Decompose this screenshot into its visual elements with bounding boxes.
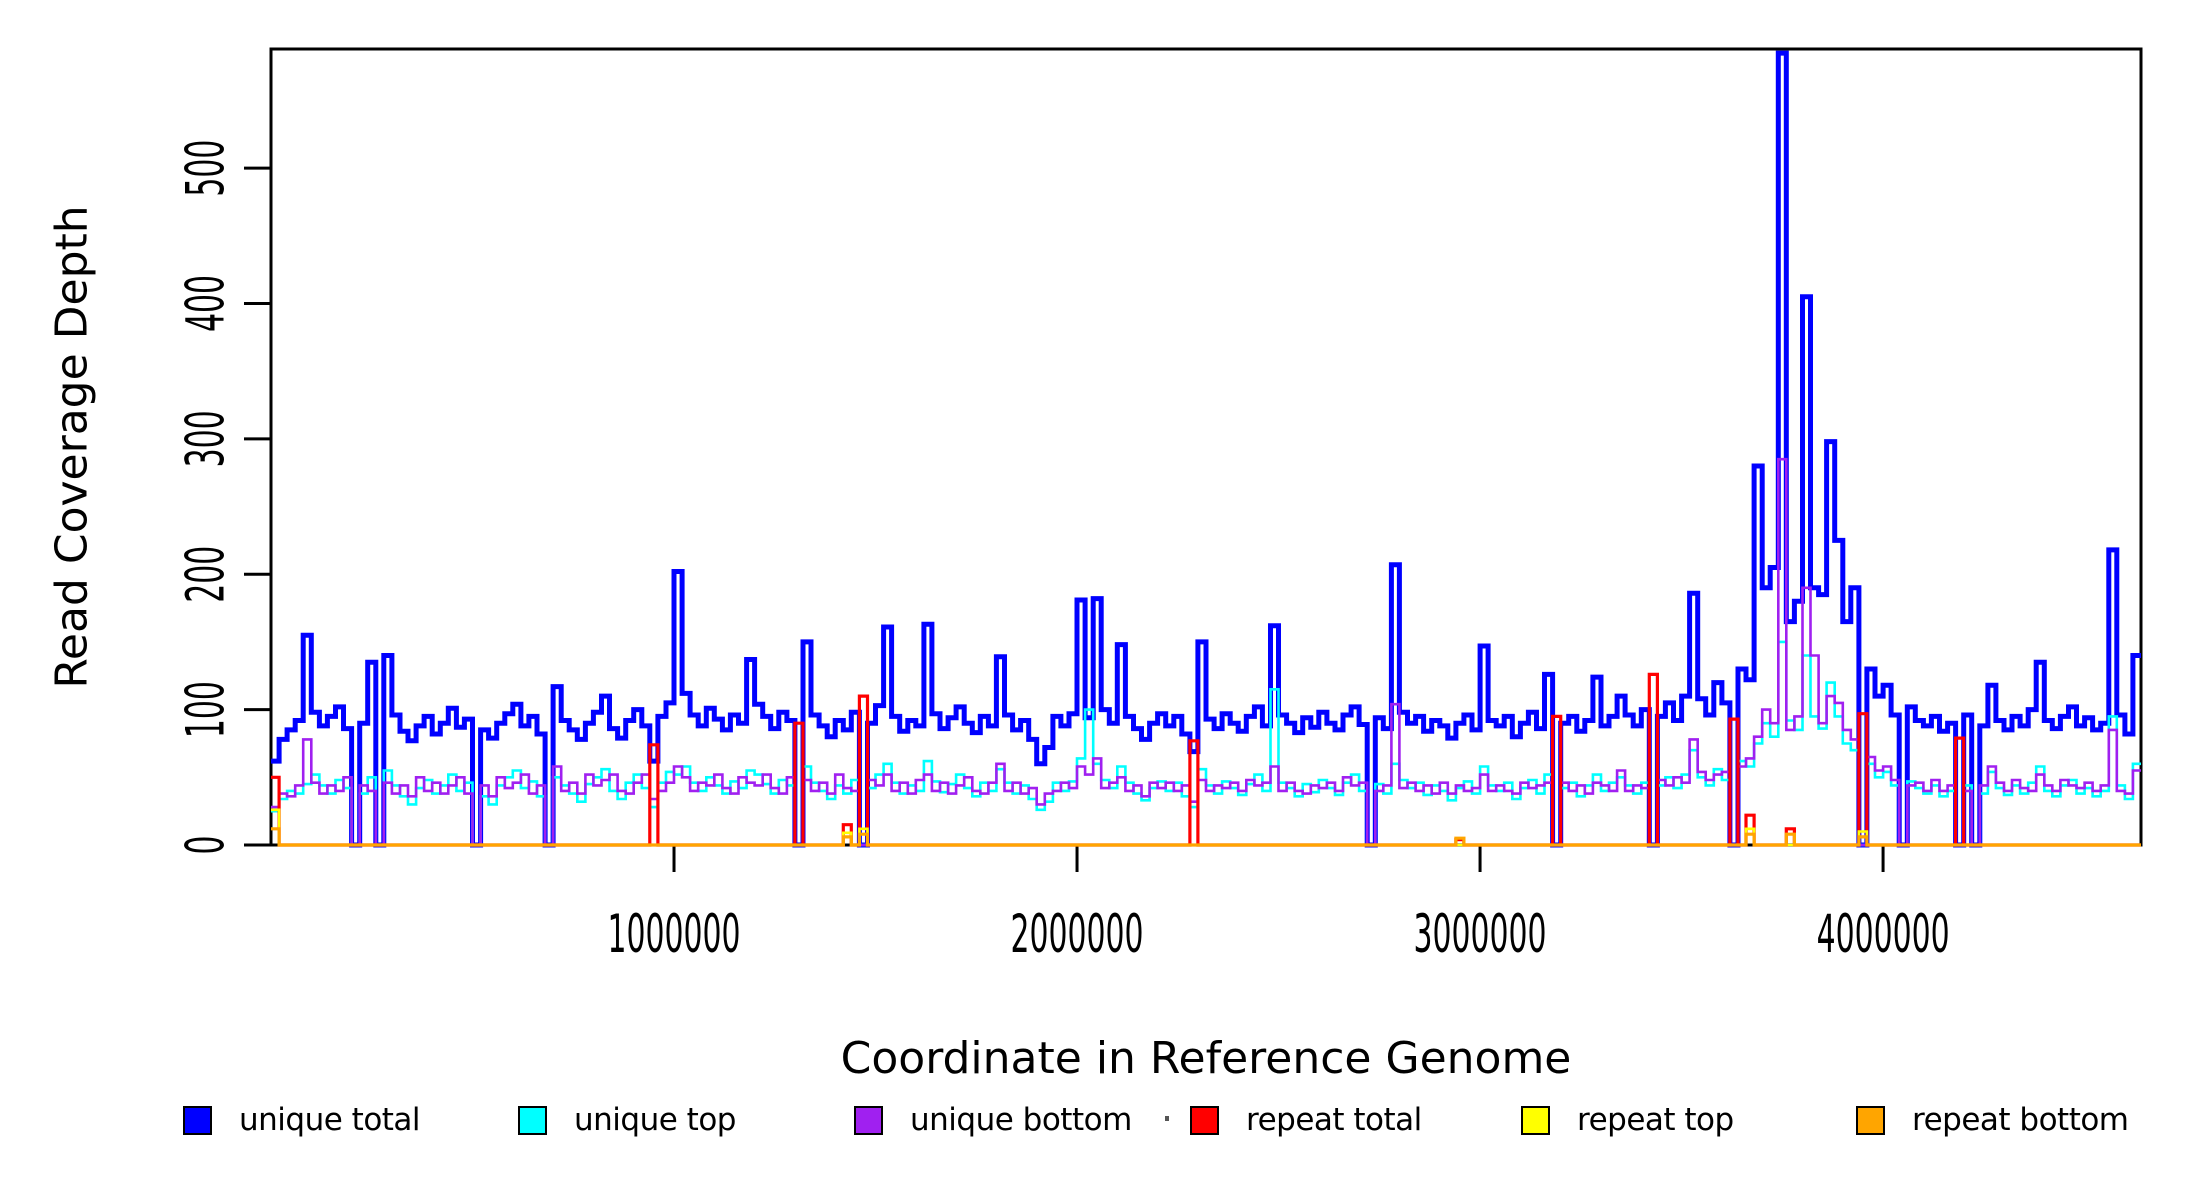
unique-top-swatch bbox=[518, 1105, 547, 1135]
stray-mark bbox=[1165, 1116, 1169, 1121]
unique-total-swatch bbox=[183, 1105, 212, 1135]
repeat-bottom-swatch bbox=[1856, 1105, 1885, 1135]
repeat-top-swatch bbox=[1521, 1105, 1550, 1135]
legend-entry-repeat-bottom: repeat bottom bbox=[1856, 1098, 2129, 1142]
x-tick-label: 2000000 bbox=[1011, 904, 1144, 965]
legend-entry-repeat-total: repeat total bbox=[1190, 1098, 1422, 1142]
legend-label: repeat bottom bbox=[1912, 1102, 2129, 1138]
y-tick-label: 0 bbox=[176, 836, 237, 855]
legend-entry-unique-bottom: unique bottom bbox=[854, 1098, 1132, 1142]
legend-entry-unique-total: unique total bbox=[183, 1098, 421, 1142]
legend-label: unique top bbox=[574, 1102, 736, 1138]
series-repeat-bottom bbox=[271, 827, 2141, 847]
unique-bottom-swatch bbox=[854, 1105, 883, 1135]
x-tick-label: 4000000 bbox=[1817, 904, 1950, 965]
series-unique-bottom bbox=[271, 457, 2141, 847]
legend-entry-unique-top: unique top bbox=[518, 1098, 736, 1142]
legend: unique total unique top unique bottom re… bbox=[0, 1098, 2200, 1146]
series-unique-top bbox=[271, 640, 2141, 847]
legend-label: unique total bbox=[239, 1102, 421, 1138]
x-axis-title: Coordinate in Reference Genome bbox=[840, 1033, 1572, 1084]
legend-label: repeat top bbox=[1577, 1102, 1734, 1138]
y-tick-label: 200 bbox=[176, 546, 237, 603]
y-tick-label: 400 bbox=[176, 275, 237, 332]
legend-label: unique bottom bbox=[910, 1102, 1132, 1138]
y-tick-label: 300 bbox=[176, 410, 237, 467]
x-tick-label: 3000000 bbox=[1414, 904, 1547, 965]
y-tick-label: 500 bbox=[176, 140, 237, 197]
series-unique-total bbox=[271, 50, 2141, 848]
repeat-total-swatch bbox=[1190, 1105, 1219, 1135]
y-axis-title: Read Coverage Depth bbox=[46, 205, 98, 689]
y-tick-label: 100 bbox=[176, 681, 237, 738]
legend-entry-repeat-top: repeat top bbox=[1521, 1098, 1734, 1142]
x-tick-label: 1000000 bbox=[608, 904, 741, 965]
legend-label: repeat total bbox=[1246, 1102, 1422, 1138]
